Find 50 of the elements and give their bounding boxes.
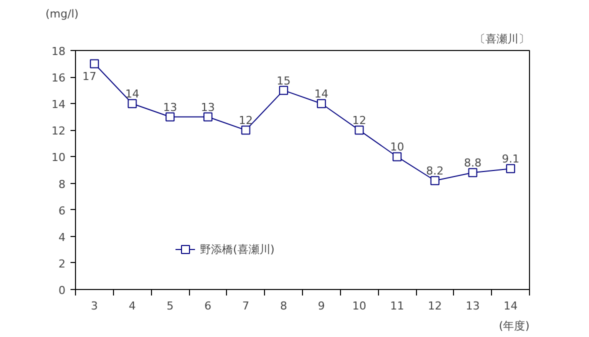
text: 〔喜瀬川〕: [474, 32, 530, 46]
x-tick-label: 11: [390, 300, 404, 312]
point: [430, 176, 440, 186]
data-label: 12: [238, 114, 253, 128]
x-tick-label: 10: [352, 300, 366, 312]
data-label: 13: [200, 100, 215, 114]
x-tick-label: 14: [504, 300, 518, 312]
x-tick-label: 8: [280, 300, 288, 312]
x-tick-label: 5: [166, 300, 174, 312]
y-tick-label: 12: [52, 124, 66, 138]
x-tick-label: 12: [428, 300, 442, 312]
x-tick-label: 3: [90, 300, 98, 312]
data-label: 8.8: [464, 156, 482, 170]
point: [392, 152, 402, 162]
point: [354, 126, 364, 135]
y-tick-label: 16: [52, 72, 66, 85]
y-axis-title: (mg/l): [46, 8, 79, 20]
point: [128, 99, 137, 108]
point: [506, 164, 516, 174]
data-label: 8.2: [426, 164, 444, 178]
data-label: 14: [314, 88, 328, 101]
point: [203, 112, 212, 122]
x-tick-label: 4: [128, 300, 136, 312]
x-tick-label: 7: [242, 300, 250, 312]
y-tick-label: 0: [58, 284, 66, 297]
y-tick-label: 14: [52, 98, 66, 112]
legend-label: 野添橋(喜瀬川): [200, 242, 275, 256]
x-axis-title: (年度): [498, 320, 530, 332]
point: [316, 99, 326, 108]
y-tick-label: 10: [52, 151, 66, 164]
point: [468, 168, 478, 178]
y-tick-label: 4: [58, 230, 66, 244]
point: [90, 59, 99, 68]
data-label: 12: [352, 114, 366, 128]
y-tick-label: 6: [58, 204, 66, 218]
x-tick-label: 6: [204, 300, 212, 312]
point: [279, 86, 288, 95]
data-label: 17: [82, 70, 96, 83]
y-tick-label: 8: [58, 178, 66, 191]
y-tick-label: 18: [52, 45, 66, 58]
data-label: 10: [390, 140, 404, 154]
y-tick-label: 2: [58, 257, 66, 270]
data-label: 13: [163, 100, 178, 114]
x-tick-label: 13: [466, 300, 480, 312]
point: [241, 126, 250, 135]
data-label: 14: [125, 88, 140, 101]
x-tick-label: 9: [318, 300, 325, 312]
data-label: 9.1: [502, 152, 520, 166]
point: [166, 112, 175, 122]
data-label: 15: [276, 74, 291, 88]
